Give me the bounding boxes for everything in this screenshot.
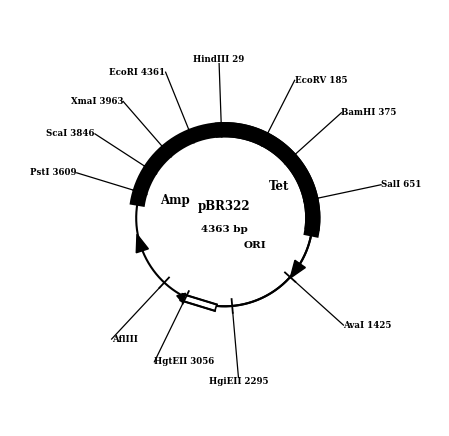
Text: HindIII 29: HindIII 29 [194,54,245,64]
Text: ORI: ORI [244,241,267,250]
Text: Tet: Tet [269,180,290,193]
Polygon shape [177,293,185,303]
Text: XmaI 3963: XmaI 3963 [70,97,123,106]
Text: 4363 bp: 4363 bp [201,225,248,234]
Text: EcoRV 185: EcoRV 185 [295,76,347,85]
Polygon shape [180,294,217,311]
Text: PstI 3609: PstI 3609 [30,168,77,177]
Polygon shape [136,234,148,253]
Text: SalI 651: SalI 651 [381,180,422,189]
Text: ScaI 3846: ScaI 3846 [46,129,95,138]
Text: BamHI 375: BamHI 375 [341,108,397,117]
Text: AflIII: AflIII [112,334,137,344]
Text: Amp: Amp [160,194,190,207]
Text: AvaI 1425: AvaI 1425 [343,320,392,330]
Text: HgiEII 2295: HgiEII 2295 [209,378,268,386]
Text: HgtEII 3056: HgtEII 3056 [154,358,215,366]
Text: pBR322: pBR322 [198,201,251,214]
Polygon shape [290,260,305,278]
Text: EcoRI 4361: EcoRI 4361 [110,68,166,77]
